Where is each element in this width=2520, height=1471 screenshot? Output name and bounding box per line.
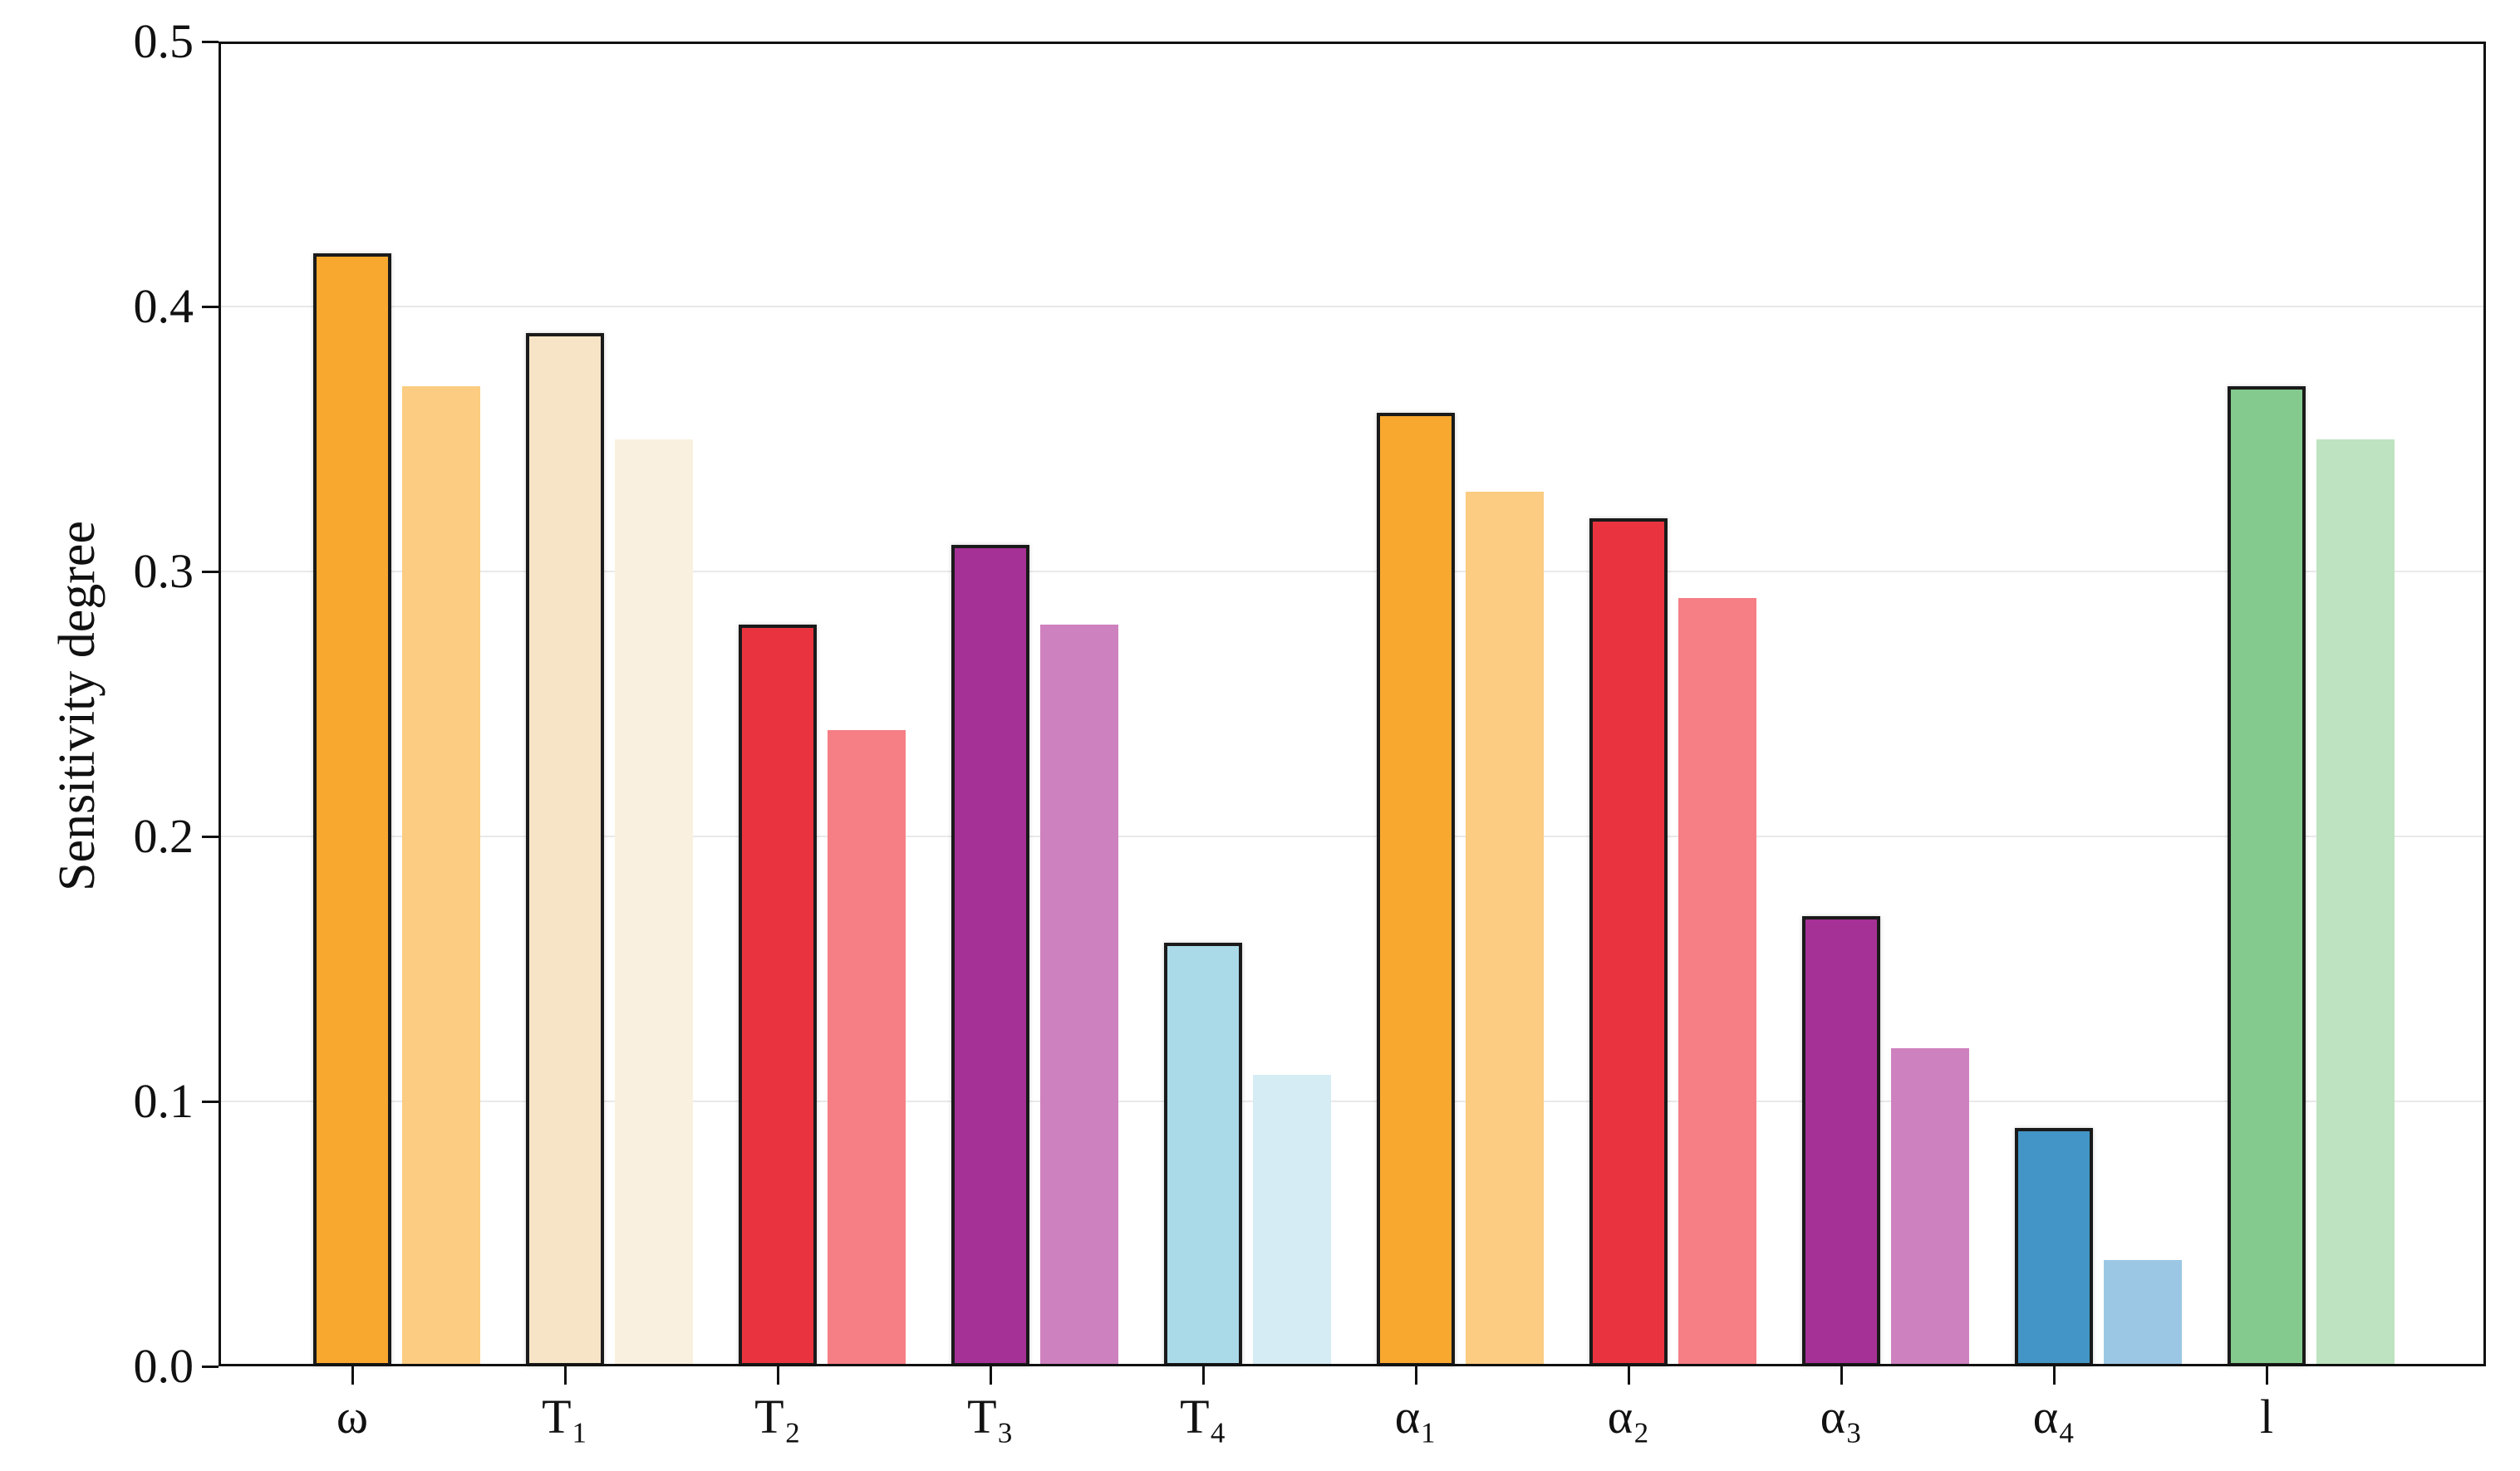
y-gridline-0.3	[219, 571, 2486, 572]
y-tick-label: 0.4	[133, 279, 194, 333]
x-tick-label-T₂: T₂	[754, 1390, 801, 1444]
y-tick-label: 0.2	[133, 809, 194, 863]
bar-secondary-T₄	[1253, 1075, 1331, 1366]
x-tick-mark-T₂	[777, 1366, 779, 1385]
bar-primary-α₄	[2015, 1127, 2093, 1366]
x-tick-label-ω: ω	[336, 1390, 369, 1444]
bar-primary-l	[2228, 385, 2306, 1366]
bar-secondary-α₂	[1678, 597, 1756, 1366]
y-tick-mark-0.3	[202, 571, 219, 573]
x-tick-label-α₃: α₃	[1820, 1390, 1863, 1444]
y-tick-mark-0.4	[202, 306, 219, 308]
y-tick-mark-0.5	[202, 41, 219, 43]
bar-secondary-ω	[402, 385, 480, 1366]
bar-secondary-T₂	[828, 730, 906, 1366]
y-gridline-0.2	[219, 836, 2486, 837]
x-tick-label-α₄: α₄	[2032, 1390, 2075, 1444]
x-tick-mark-T₄	[1202, 1366, 1205, 1385]
x-tick-label-T₄: T₄	[1180, 1390, 1226, 1444]
bar-primary-α₂	[1589, 518, 1668, 1366]
x-tick-label-T₁: T₁	[542, 1390, 588, 1444]
bar-primary-α₁	[1377, 412, 1455, 1366]
y-tick-label: 0.5	[133, 14, 194, 68]
y-gridline-0.1	[219, 1101, 2486, 1102]
x-tick-label-T₃: T₃	[967, 1390, 1014, 1444]
bar-primary-T₃	[951, 545, 1029, 1366]
y-tick-label: 0.3	[133, 544, 194, 598]
bar-primary-T₂	[739, 624, 817, 1366]
x-tick-mark-α₄	[2053, 1366, 2056, 1385]
x-tick-mark-ω	[351, 1366, 354, 1385]
bar-secondary-α₄	[2104, 1260, 2182, 1366]
y-tick-mark-0.0	[202, 1366, 219, 1368]
y-axis-title: Sensitivity degree	[49, 521, 106, 891]
bar-secondary-T₁	[615, 439, 693, 1366]
bar-primary-T₁	[526, 332, 604, 1366]
bar-primary-α₃	[1802, 915, 1880, 1366]
x-tick-label-α₁: α₁	[1394, 1390, 1437, 1444]
bar-secondary-α₁	[1466, 492, 1544, 1366]
x-tick-mark-T₁	[564, 1366, 567, 1385]
y-tick-mark-0.1	[202, 1101, 219, 1103]
x-tick-mark-l	[2266, 1366, 2268, 1385]
x-tick-mark-α₁	[1415, 1366, 1417, 1385]
y-tick-label: 0.0	[133, 1339, 194, 1393]
y-tick-label: 0.1	[133, 1074, 194, 1128]
y-gridline-0.4	[219, 306, 2486, 307]
x-tick-label-l: l	[2259, 1390, 2274, 1444]
y-tick-mark-0.2	[202, 836, 219, 838]
x-tick-mark-α₃	[1840, 1366, 1843, 1385]
bar-primary-ω	[313, 253, 391, 1366]
bar-primary-T₄	[1164, 942, 1242, 1366]
bar-secondary-T₃	[1040, 624, 1118, 1366]
x-tick-mark-T₃	[990, 1366, 992, 1385]
x-tick-mark-α₂	[1628, 1366, 1630, 1385]
x-tick-label-α₂: α₂	[1607, 1390, 1650, 1444]
bar-secondary-α₃	[1891, 1048, 1969, 1366]
bar-secondary-l	[2316, 439, 2395, 1366]
